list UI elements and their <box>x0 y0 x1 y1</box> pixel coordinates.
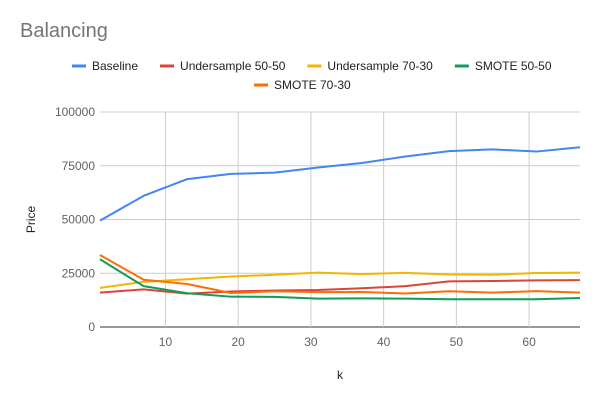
legend: Baseline Undersample 50-50 Undersample 70-… <box>72 59 552 92</box>
axes: 0 25000 50000 75000 100000 10 20 30 40 50 60 <box>55 105 536 349</box>
legend-label: Baseline <box>92 59 138 73</box>
y-tick-label: 50000 <box>62 213 96 227</box>
x-tick-label: 60 <box>522 335 536 349</box>
y-tick-label: 25000 <box>62 266 96 280</box>
x-axis-title: k <box>337 368 344 382</box>
x-tick-label: 50 <box>450 335 464 349</box>
series-line-4 <box>99 254 581 295</box>
x-tick-label: 40 <box>377 335 391 349</box>
y-tick-label: 100000 <box>55 105 95 119</box>
series-lines <box>99 146 581 301</box>
x-tick-label: 10 <box>159 335 173 349</box>
series-line-0 <box>99 146 581 222</box>
y-tick-label: 75000 <box>62 159 96 173</box>
x-tick-label: 30 <box>304 335 318 349</box>
series-line-3 <box>99 258 581 301</box>
y-tick-label: 0 <box>88 320 95 334</box>
legend-label: SMOTE 50-50 <box>475 59 552 73</box>
y-axis-title: Price <box>24 206 38 234</box>
series-line-2 <box>99 271 581 289</box>
chart-title: Balancing <box>20 20 108 42</box>
x-tick-label: 20 <box>232 335 246 349</box>
legend-label: Undersample 70-30 <box>327 59 433 73</box>
legend-label: SMOTE 70-30 <box>274 78 351 92</box>
gridlines <box>100 111 580 328</box>
legend-label: Undersample 50-50 <box>180 59 286 73</box>
